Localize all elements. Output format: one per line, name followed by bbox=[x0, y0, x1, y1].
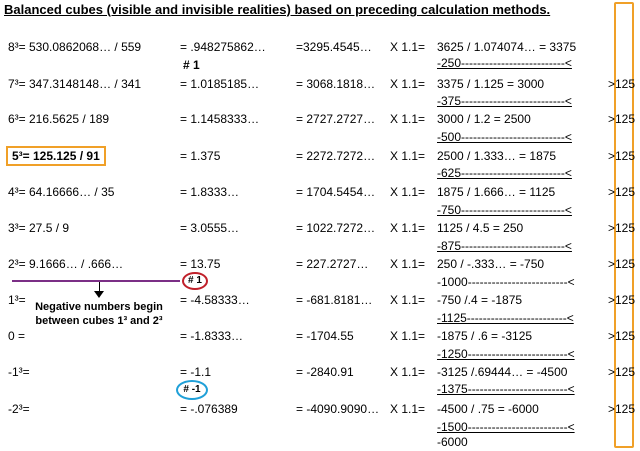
row-2-result: 250 / -.333… = -750 bbox=[437, 257, 545, 271]
row-4-ratio: = 1.8333… bbox=[180, 185, 240, 199]
negative-numbers-note: Negative numbers begin between cubes 1³ … bbox=[35, 301, 163, 327]
row-5-diff-mark: >125 bbox=[608, 149, 636, 163]
row-8-result: 3625 / 1.074074… = 3375 bbox=[437, 40, 577, 54]
row-2-mult: X 1.1= bbox=[390, 257, 426, 271]
diff-1000: -1000-------------------------< bbox=[437, 275, 575, 289]
diff-875: -875--------------------------< bbox=[437, 239, 572, 253]
row-5-mult: X 1.1= bbox=[390, 149, 426, 163]
row-5-result: 2500 / 1.333… = 1875 bbox=[437, 149, 557, 163]
red-marker-circle: # 1 bbox=[182, 272, 208, 290]
row-6-diff-mark: >125 bbox=[608, 112, 636, 126]
row-3-ratio: = 3.0555… bbox=[180, 221, 240, 235]
row-1-mult: X 1.1= bbox=[390, 293, 426, 307]
marker-1-top: # 1 bbox=[183, 58, 200, 72]
row-2-diff-mark: >125 bbox=[608, 257, 636, 271]
row-8-ratio: = .948275862… bbox=[180, 40, 266, 54]
page-title: Balanced cubes (visible and invisible re… bbox=[4, 2, 551, 17]
diff-625: -625--------------------------< bbox=[437, 166, 572, 180]
row-4-value: = 1704.5454… bbox=[296, 185, 376, 199]
row-7-diff-mark: >125 bbox=[608, 77, 636, 91]
row-neg1-result: -3125 /.69444… = -4500 bbox=[437, 365, 568, 379]
diff-500: -500--------------------------< bbox=[437, 130, 572, 144]
blue-marker-circle: # -1 bbox=[176, 380, 208, 400]
row-5-ratio: = 1.375 bbox=[180, 149, 221, 163]
row-7-mult: X 1.1= bbox=[390, 77, 426, 91]
row-4-mult: X 1.1= bbox=[390, 185, 426, 199]
diff-375: -375--------------------------< bbox=[437, 94, 572, 108]
row-1-diff-mark: >125 bbox=[608, 293, 636, 307]
row-4-cube: 4³= 64.16666… / 35 bbox=[8, 185, 115, 199]
row-0-cube: 0 = bbox=[8, 329, 26, 343]
row-3-diff-mark: >125 bbox=[608, 221, 636, 235]
diff-250: -250--------------------------< bbox=[437, 56, 572, 70]
row-0-value: = -1704.55 bbox=[296, 329, 354, 343]
row-3-result: 1125 / 4.5 = 250 bbox=[437, 221, 524, 235]
row-2-cube: 2³= 9.1666… / .666… bbox=[8, 257, 124, 271]
row-5-cube-highlight: 5³= 125.125 / 91 bbox=[6, 146, 106, 166]
arrow-down-icon bbox=[94, 291, 104, 298]
row-4-result: 1875 / 1.666… = 1125 bbox=[437, 185, 556, 199]
row-1-cube: 1³= bbox=[8, 293, 26, 307]
row-0-mult: X 1.1= bbox=[390, 329, 426, 343]
diff-1250: -1250-------------------------< bbox=[437, 347, 575, 361]
row-neg2-value: = -4090.9090… bbox=[296, 402, 380, 416]
diff-1375: -1375-------------------------< bbox=[437, 382, 575, 396]
row-8-cube: 8³= 530.0862068… / 559 bbox=[8, 40, 142, 54]
row-1-result: -750 /.4 = -1875 bbox=[437, 293, 523, 307]
row-0-diff-mark: >125 bbox=[608, 329, 636, 343]
right-highlight-box bbox=[614, 2, 634, 448]
final-value: -6000 bbox=[437, 435, 468, 449]
row-neg2-cube: -2³= bbox=[8, 402, 30, 416]
row-neg2-ratio: = -.076389 bbox=[180, 402, 238, 416]
diff-750: -750--------------------------< bbox=[437, 203, 572, 217]
row-8-mult: X 1.1= bbox=[390, 40, 426, 54]
row-1-value: = -681.8181… bbox=[296, 293, 373, 307]
row-3-value: = 1022.7272… bbox=[296, 221, 376, 235]
row-5-value: = 2272.7272… bbox=[296, 149, 376, 163]
row-7-result: 3375 / 1.125 = 3000 bbox=[437, 77, 545, 91]
row-1-ratio: = -4.58333… bbox=[180, 293, 250, 307]
row-neg1-diff-mark: >125 bbox=[608, 365, 636, 379]
row-8-value: =3295.4545… bbox=[296, 40, 372, 54]
row-6-result: 3000 / 1.2 = 2500 bbox=[437, 112, 531, 126]
row-neg1-value: = -2840.91 bbox=[296, 365, 354, 379]
row-2-ratio: = 13.75 bbox=[180, 257, 221, 271]
row-6-mult: X 1.1= bbox=[390, 112, 426, 126]
diff-1500: -1500-------------------------< bbox=[437, 420, 575, 434]
row-6-ratio: = 1.1458333… bbox=[180, 112, 260, 126]
row-7-ratio: = 1.0185185… bbox=[180, 77, 260, 91]
row-neg1-cube: -1³= bbox=[8, 365, 30, 379]
row-neg1-mult: X 1.1= bbox=[390, 365, 426, 379]
row-neg2-result: -4500 / .75 = -6000 bbox=[437, 402, 539, 416]
row-6-value: = 2727.2727… bbox=[296, 112, 376, 126]
row-0-result: -1875 / .6 = -3125 bbox=[437, 329, 533, 343]
row-neg2-mult: X 1.1= bbox=[390, 402, 426, 416]
row-neg1-ratio: = -1.1 bbox=[180, 365, 212, 379]
arrow-down-stem bbox=[99, 282, 100, 294]
row-3-mult: X 1.1= bbox=[390, 221, 426, 235]
row-4-diff-mark: >125 bbox=[608, 185, 636, 199]
diff-1125: -1125-------------------------< bbox=[437, 311, 574, 325]
row-neg2-diff-mark: >125 bbox=[608, 402, 636, 416]
row-2-value: = 227.2727… bbox=[296, 257, 369, 271]
row-3-cube: 3³= 27.5 / 9 bbox=[8, 221, 70, 235]
row-6-cube: 6³= 216.5625 / 189 bbox=[8, 112, 110, 126]
row-0-ratio: = -1.8333… bbox=[180, 329, 244, 343]
divider-line bbox=[12, 280, 180, 282]
row-7-value: = 3068.1818… bbox=[296, 77, 376, 91]
row-7-cube: 7³= 347.3148148… / 341 bbox=[8, 77, 142, 91]
